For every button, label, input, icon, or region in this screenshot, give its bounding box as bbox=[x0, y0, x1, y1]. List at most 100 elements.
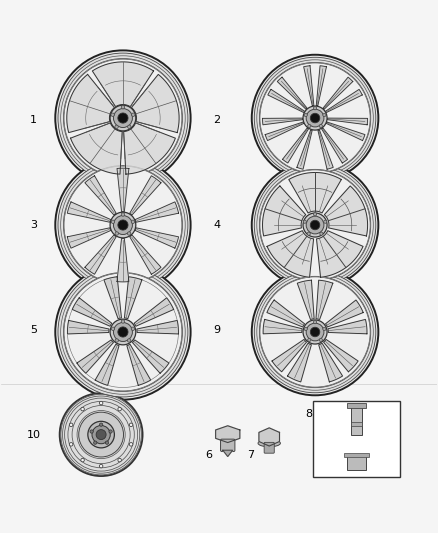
Circle shape bbox=[64, 165, 183, 285]
Circle shape bbox=[252, 55, 378, 181]
Circle shape bbox=[260, 63, 370, 173]
Polygon shape bbox=[326, 90, 362, 112]
Circle shape bbox=[61, 56, 185, 180]
Circle shape bbox=[257, 167, 373, 283]
Polygon shape bbox=[297, 280, 314, 319]
FancyBboxPatch shape bbox=[221, 439, 235, 451]
Circle shape bbox=[64, 272, 183, 392]
Circle shape bbox=[259, 62, 371, 174]
Circle shape bbox=[118, 407, 121, 411]
Circle shape bbox=[304, 114, 307, 117]
Circle shape bbox=[303, 320, 327, 344]
FancyBboxPatch shape bbox=[264, 442, 274, 453]
Polygon shape bbox=[104, 277, 121, 319]
Polygon shape bbox=[95, 344, 119, 385]
Circle shape bbox=[61, 270, 185, 394]
Circle shape bbox=[131, 220, 134, 223]
Polygon shape bbox=[72, 298, 112, 326]
Polygon shape bbox=[267, 231, 314, 277]
Circle shape bbox=[110, 212, 136, 238]
Circle shape bbox=[113, 215, 132, 235]
Polygon shape bbox=[318, 130, 333, 169]
Circle shape bbox=[129, 442, 133, 446]
Circle shape bbox=[121, 213, 125, 216]
Polygon shape bbox=[137, 320, 178, 334]
Text: 5: 5 bbox=[30, 325, 37, 335]
Circle shape bbox=[115, 232, 118, 235]
Circle shape bbox=[259, 169, 371, 281]
Polygon shape bbox=[67, 320, 109, 334]
Circle shape bbox=[99, 423, 103, 426]
Circle shape bbox=[324, 220, 327, 223]
Polygon shape bbox=[223, 450, 233, 456]
Circle shape bbox=[113, 109, 132, 127]
Polygon shape bbox=[85, 235, 116, 274]
Polygon shape bbox=[287, 343, 311, 382]
Circle shape bbox=[303, 106, 327, 130]
Circle shape bbox=[111, 327, 115, 330]
Circle shape bbox=[64, 59, 182, 177]
Circle shape bbox=[310, 327, 320, 337]
Circle shape bbox=[96, 430, 106, 440]
Circle shape bbox=[88, 421, 114, 448]
Circle shape bbox=[127, 125, 131, 128]
Polygon shape bbox=[328, 319, 367, 334]
Bar bbox=[313, 401, 400, 477]
Polygon shape bbox=[297, 130, 312, 169]
Polygon shape bbox=[262, 186, 306, 236]
Polygon shape bbox=[215, 426, 240, 442]
Polygon shape bbox=[326, 122, 365, 141]
Circle shape bbox=[306, 216, 324, 234]
Polygon shape bbox=[130, 176, 161, 215]
Circle shape bbox=[55, 157, 191, 293]
Circle shape bbox=[320, 232, 323, 235]
Circle shape bbox=[118, 220, 128, 230]
Circle shape bbox=[308, 124, 311, 127]
Text: 3: 3 bbox=[30, 220, 37, 230]
Circle shape bbox=[131, 113, 135, 116]
Polygon shape bbox=[135, 202, 179, 222]
Bar bbox=[351, 422, 362, 426]
Circle shape bbox=[105, 441, 109, 445]
Circle shape bbox=[306, 109, 324, 127]
Polygon shape bbox=[92, 62, 154, 107]
Polygon shape bbox=[134, 298, 173, 326]
Polygon shape bbox=[323, 77, 353, 109]
Circle shape bbox=[314, 107, 317, 110]
Circle shape bbox=[110, 105, 136, 131]
Polygon shape bbox=[117, 168, 129, 212]
Circle shape bbox=[55, 264, 191, 400]
Bar bbox=[351, 406, 362, 435]
Text: 1: 1 bbox=[30, 115, 37, 125]
Circle shape bbox=[61, 163, 185, 287]
Circle shape bbox=[252, 269, 378, 395]
Text: 8: 8 bbox=[305, 409, 312, 418]
Text: 10: 10 bbox=[26, 430, 40, 440]
Circle shape bbox=[307, 232, 310, 235]
Circle shape bbox=[319, 338, 322, 342]
Polygon shape bbox=[319, 343, 343, 382]
Circle shape bbox=[58, 267, 188, 397]
Circle shape bbox=[99, 464, 103, 468]
Polygon shape bbox=[67, 202, 110, 222]
Circle shape bbox=[99, 401, 103, 405]
Circle shape bbox=[127, 232, 131, 235]
Polygon shape bbox=[263, 319, 302, 334]
Polygon shape bbox=[77, 340, 113, 373]
Polygon shape bbox=[127, 344, 151, 385]
Circle shape bbox=[257, 60, 373, 176]
Circle shape bbox=[308, 338, 311, 342]
Polygon shape bbox=[283, 128, 308, 163]
Circle shape bbox=[319, 124, 322, 127]
Ellipse shape bbox=[258, 440, 280, 447]
Polygon shape bbox=[262, 118, 303, 125]
Circle shape bbox=[129, 423, 133, 426]
Polygon shape bbox=[289, 173, 341, 213]
Circle shape bbox=[109, 430, 112, 433]
Circle shape bbox=[118, 327, 128, 337]
Bar bbox=[347, 454, 366, 470]
Circle shape bbox=[254, 271, 376, 393]
Polygon shape bbox=[259, 428, 279, 446]
Circle shape bbox=[115, 339, 118, 342]
Circle shape bbox=[111, 113, 114, 116]
